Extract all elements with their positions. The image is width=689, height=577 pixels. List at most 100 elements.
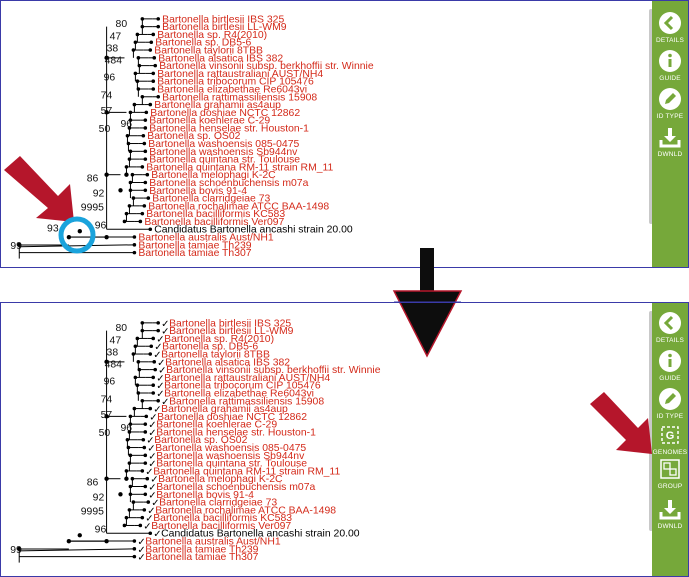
sidebar-button-dwnld[interactable]: DWNLD: [652, 497, 688, 530]
leaf-label[interactable]: Bartonella schoenbuchensis m07a: [156, 482, 315, 493]
leaf-label[interactable]: Bartonella tamiae Th239: [145, 544, 258, 555]
tree-node[interactable]: [133, 40, 138, 45]
tree-node[interactable]: [128, 453, 133, 458]
leaf-label[interactable]: Bartonella taylorii 8TBB: [154, 46, 263, 57]
sidebar-button-group[interactable]: GROUP: [652, 457, 688, 490]
leaf-label[interactable]: Bartonella bacilliformis Ver097: [151, 521, 291, 532]
tree-node[interactable]: [126, 141, 131, 146]
tree-node[interactable]: [104, 55, 109, 61]
leaf-label[interactable]: Bartonella taylorii 8TBB: [161, 350, 270, 361]
leaf-label[interactable]: Bartonella sp. DB5-6: [155, 38, 251, 49]
tree-node[interactable]: [124, 515, 129, 520]
tree-node[interactable]: [133, 375, 138, 380]
tree-node[interactable]: [104, 234, 109, 240]
leaf-label[interactable]: Bartonella sp. DB5-6: [162, 342, 258, 353]
tree-node[interactable]: [66, 539, 72, 544]
leaf-label[interactable]: Bartonella koehlerae C-29: [156, 420, 277, 431]
leaf-label[interactable]: Bartonella rattimassiliensis 15908: [162, 92, 317, 103]
tree-node[interactable]: [128, 118, 133, 122]
leaf-label[interactable]: Bartonella tribocorum CIP 105476: [164, 381, 321, 392]
sidebar-button-details[interactable]: DETAILS: [652, 311, 688, 344]
sidebar-button-id-type[interactable]: ID TYPE: [652, 87, 688, 120]
leaf-label[interactable]: Bartonella quintana RM-11 strain RM_11: [153, 466, 340, 477]
leaf-label[interactable]: Bartonella australis Aust/NH1: [145, 537, 281, 548]
sidebar-button-dwnld[interactable]: DWNLD: [652, 125, 688, 158]
leaf-label[interactable]: Bartonella schoenbuchensis m07a: [149, 178, 308, 189]
leaf-label[interactable]: Bartonella vinsonii subsp. berkhoffii st…: [159, 61, 374, 72]
tree-node[interactable]: [128, 484, 133, 489]
tree-node[interactable]: [124, 165, 129, 169]
tree-node[interactable]: [104, 359, 109, 365]
leaf-label[interactable]: Bartonella australis Aust/NH1: [138, 232, 274, 243]
leaf-label[interactable]: Bartonella sp. OS02: [154, 435, 247, 446]
tree-node[interactable]: [140, 398, 145, 403]
tree-node[interactable]: [140, 94, 145, 99]
scrollbar[interactable]: [649, 9, 653, 224]
tree-node[interactable]: [140, 321, 145, 325]
leaf-label[interactable]: Bartonella birtlesii LL-WM9: [169, 326, 294, 337]
leaf-label[interactable]: Bartonella washoensis Sb944nv: [149, 147, 298, 158]
tree-node[interactable]: [127, 157, 132, 161]
leaf-label[interactable]: Bartonella tribocorum CIP 105476: [157, 77, 314, 88]
tree-node[interactable]: [133, 71, 138, 76]
tree-node[interactable]: [135, 383, 140, 387]
tree-node[interactable]: [125, 133, 130, 138]
tree-node[interactable]: [118, 188, 123, 193]
sidebar-button-guide[interactable]: GUIDE: [652, 349, 688, 382]
leaf-label[interactable]: Bartonella sp. OS02: [147, 131, 240, 142]
leaf-label[interactable]: Bartonella henselae str. Houston-1: [156, 427, 316, 438]
tree-node[interactable]: [127, 126, 132, 130]
leaf-label[interactable]: Bartonella clarridgeiae 73: [152, 194, 270, 205]
leaf-label[interactable]: Bartonella grahamii as4aup: [161, 404, 288, 415]
leaf-label[interactable]: Bartonella bovis 91-4: [156, 490, 254, 501]
tree-node[interactable]: [136, 87, 141, 91]
sidebar-button-details[interactable]: DETAILS: [652, 11, 688, 44]
tree-node[interactable]: [17, 242, 22, 248]
tree-node[interactable]: [104, 110, 109, 115]
leaf-label[interactable]: Bartonella rattimassiliensis 15908: [169, 396, 324, 407]
leaf-label[interactable]: Candidatus Bartonella ancashi strain 20.…: [154, 225, 353, 236]
tree-node[interactable]: [131, 352, 136, 356]
tree-node[interactable]: [128, 422, 133, 426]
leaf-label[interactable]: Bartonella bacilliformis Ver097: [144, 217, 284, 228]
leaf-label[interactable]: Bartonella washoensis 085-0475: [155, 443, 306, 454]
leaf-label[interactable]: Bartonella birtlesii IBS 325: [162, 14, 284, 25]
tree-node[interactable]: [124, 172, 129, 177]
leaf-label[interactable]: Bartonella melophagi K-2C: [158, 474, 283, 485]
tree-node[interactable]: [127, 430, 132, 434]
leaf-label[interactable]: Bartonella alsatica IBS 382: [165, 357, 290, 368]
leaf-label[interactable]: Bartonella elizabethae Re6043vi: [157, 84, 307, 95]
tree-node[interactable]: [124, 469, 129, 473]
leaf-label[interactable]: Bartonella doshiae NCTC 12862: [150, 108, 300, 119]
tree-node[interactable]: [104, 539, 109, 544]
tree-node[interactable]: [17, 546, 22, 552]
tree-node[interactable]: [126, 445, 131, 450]
tree-node[interactable]: [135, 32, 140, 37]
tree-node[interactable]: [127, 508, 132, 512]
leaf-label[interactable]: Bartonella tamiae Th307: [145, 552, 258, 563]
leaf-label[interactable]: Bartonella rochalimae ATCC BAA-1498: [148, 201, 329, 212]
tree-node[interactable]: [122, 219, 127, 224]
tree-node[interactable]: [140, 17, 145, 21]
sidebar-button-id-type[interactable]: ID TYPE: [652, 387, 688, 420]
tree-node[interactable]: [128, 414, 133, 419]
tree-node[interactable]: [140, 24, 145, 29]
leaf-label[interactable]: Bartonella quintana str. Toulouse: [156, 459, 307, 470]
tree-node[interactable]: [140, 328, 145, 333]
tree-node[interactable]: [131, 196, 136, 200]
leaf-label[interactable]: Bartonella melophagi K-2C: [151, 170, 276, 181]
tree-node[interactable]: [128, 149, 133, 154]
tree-node[interactable]: [132, 406, 137, 411]
tree-node[interactable]: [137, 367, 142, 372]
tree-node[interactable]: [136, 56, 141, 60]
leaf-label[interactable]: Bartonella tamiae Th307: [138, 248, 251, 259]
tree-node[interactable]: [136, 391, 141, 395]
leaf-label[interactable]: Bartonella doshiae NCTC 12862: [157, 412, 307, 423]
tree-node[interactable]: [128, 110, 133, 115]
leaf-label[interactable]: Bartonella bacilliformis KC583: [153, 513, 292, 524]
leaf-label[interactable]: Bartonella elizabethae Re6043vi: [164, 388, 314, 399]
tree-node[interactable]: [77, 533, 82, 538]
leaf-label[interactable]: Bartonella tamiae Th239: [138, 240, 251, 251]
tree-node[interactable]: [124, 476, 129, 481]
tree-node[interactable]: [77, 229, 82, 234]
